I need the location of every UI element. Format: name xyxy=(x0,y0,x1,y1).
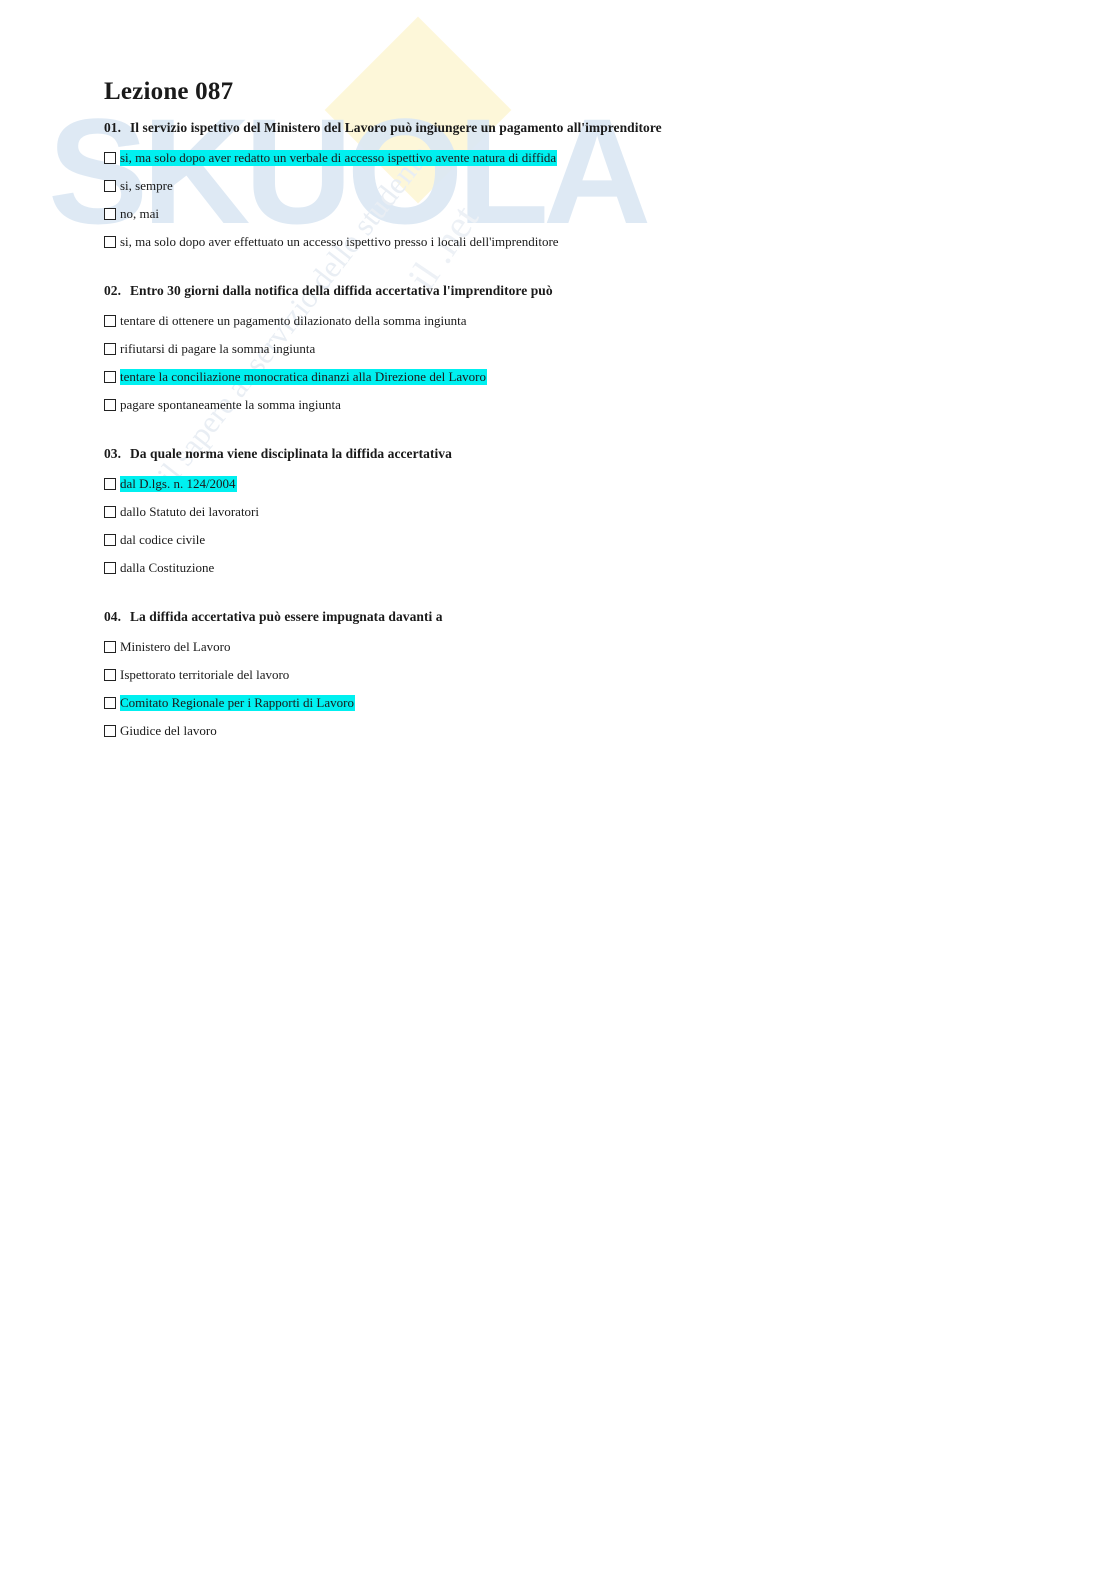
checkbox-icon[interactable] xyxy=(104,180,116,192)
document-page: Lezione 087 01. Il servizio ispettivo del… xyxy=(0,0,1119,759)
question-header: 04. La diffida accertativa può essere imp… xyxy=(104,609,1119,625)
answer-option-label: Ispettorato territoriale del lavoro xyxy=(120,666,290,682)
checkbox-icon[interactable] xyxy=(104,343,116,355)
answer-option-row[interactable]: tentare la conciliazione monocratica din… xyxy=(104,363,1119,391)
answer-option-row[interactable]: pagare spontaneamente la somma ingiunta xyxy=(104,391,1119,419)
answer-option-label: rifiutarsi di pagare la somma ingiunta xyxy=(120,340,316,356)
checkbox-icon[interactable] xyxy=(104,478,116,490)
question-block: 02. Entro 30 giorni dalla notifica della … xyxy=(104,283,1119,433)
checkbox-icon[interactable] xyxy=(104,725,116,737)
answer-option-label-highlighted: Comitato Regionale per i Rapporti di Lav… xyxy=(120,694,355,712)
question-text: Da quale norma viene disciplinata la dif… xyxy=(130,446,452,461)
answer-option-row[interactable]: si, ma solo dopo aver effettuato un acce… xyxy=(104,228,1119,256)
checkbox-icon[interactable] xyxy=(104,152,116,164)
question-header: 03. Da quale norma viene disciplinata la … xyxy=(104,446,1119,462)
questions-container: 01. Il servizio ispettivo del Ministero d… xyxy=(104,120,1119,759)
answer-option-row[interactable]: Ispettorato territoriale del lavoro xyxy=(104,661,1119,689)
checkbox-icon[interactable] xyxy=(104,371,116,383)
answer-option-label: Giudice del lavoro xyxy=(120,722,217,738)
answer-option-row[interactable]: Ministero del Lavoro xyxy=(104,633,1119,661)
answer-option-label-highlighted: dal D.lgs. n. 124/2004 xyxy=(120,475,237,493)
answer-option-row[interactable]: Comitato Regionale per i Rapporti di Lav… xyxy=(104,689,1119,717)
answer-option-label: dalla Costituzione xyxy=(120,559,215,575)
question-text: Il servizio ispettivo del Ministero del … xyxy=(130,120,662,135)
question-number: 03. xyxy=(104,446,122,461)
answer-option-row[interactable]: Giudice del lavoro xyxy=(104,717,1119,745)
checkbox-icon[interactable] xyxy=(104,641,116,653)
answer-option-row[interactable]: dallo Statuto dei lavoratori xyxy=(104,498,1119,526)
question-block: 04. La diffida accertativa può essere imp… xyxy=(104,609,1119,759)
question-header: 02. Entro 30 giorni dalla notifica della … xyxy=(104,283,1119,299)
answer-option-label: si, ma solo dopo aver effettuato un acce… xyxy=(120,233,559,249)
answer-option-label: dallo Statuto dei lavoratori xyxy=(120,503,259,519)
block-spacer xyxy=(104,419,1119,433)
answer-option-row[interactable]: rifiutarsi di pagare la somma ingiunta xyxy=(104,335,1119,363)
checkbox-icon[interactable] xyxy=(104,534,116,546)
answer-option-label: Ministero del Lavoro xyxy=(120,638,231,654)
question-text: Entro 30 giorni dalla notifica della dif… xyxy=(130,283,553,298)
answer-option-label-highlighted: si, ma solo dopo aver redatto un verbale… xyxy=(120,149,558,167)
answer-option-label-highlighted: tentare la conciliazione monocratica din… xyxy=(120,368,487,386)
page-title: Lezione 087 xyxy=(104,78,234,105)
answer-option-row[interactable]: dal D.lgs. n. 124/2004 xyxy=(104,470,1119,498)
question-text: La diffida accertativa può essere impugn… xyxy=(130,609,443,624)
answer-option-row[interactable]: dalla Costituzione xyxy=(104,554,1119,582)
block-spacer xyxy=(104,582,1119,596)
checkbox-icon[interactable] xyxy=(104,236,116,248)
answer-option-row[interactable]: si, ma solo dopo aver redatto un verbale… xyxy=(104,144,1119,172)
question-number: 02. xyxy=(104,283,122,298)
answer-option-row[interactable]: dal codice civile xyxy=(104,526,1119,554)
question-number: 01. xyxy=(104,120,122,135)
checkbox-icon[interactable] xyxy=(104,697,116,709)
answer-option-label: si, sempre xyxy=(120,177,173,193)
block-spacer xyxy=(104,256,1119,270)
question-block: 01. Il servizio ispettivo del Ministero d… xyxy=(104,120,1119,270)
answer-option-row[interactable]: no, mai xyxy=(104,200,1119,228)
checkbox-icon[interactable] xyxy=(104,315,116,327)
question-number: 04. xyxy=(104,609,122,624)
checkbox-icon[interactable] xyxy=(104,399,116,411)
checkbox-icon[interactable] xyxy=(104,669,116,681)
question-header: 01. Il servizio ispettivo del Ministero d… xyxy=(104,120,1119,136)
checkbox-icon[interactable] xyxy=(104,562,116,574)
question-block: 03. Da quale norma viene disciplinata la … xyxy=(104,446,1119,596)
checkbox-icon[interactable] xyxy=(104,208,116,220)
block-spacer xyxy=(104,745,1119,759)
checkbox-icon[interactable] xyxy=(104,506,116,518)
answer-option-label: dal codice civile xyxy=(120,531,206,547)
answer-option-label: pagare spontaneamente la somma ingiunta xyxy=(120,396,341,412)
answer-option-label: no, mai xyxy=(120,205,159,221)
answer-option-row[interactable]: tentare di ottenere un pagamento dilazio… xyxy=(104,307,1119,335)
answer-option-row[interactable]: si, sempre xyxy=(104,172,1119,200)
answer-option-label: tentare di ottenere un pagamento dilazio… xyxy=(120,312,467,328)
